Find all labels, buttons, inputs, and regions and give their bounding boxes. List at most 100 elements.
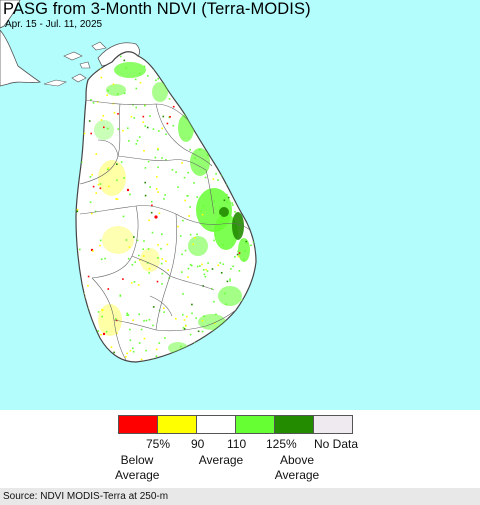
ndvi-speckle <box>248 155 250 158</box>
ndvi-speckle <box>181 94 184 96</box>
ndvi-speckle <box>139 81 142 84</box>
ndvi-speckle <box>119 295 122 297</box>
map-date-range: Apr. 15 - Jul. 11, 2025 <box>5 19 103 30</box>
ndvi-speckle <box>158 130 160 132</box>
ndvi-speckle <box>172 124 175 127</box>
ndvi-speckle <box>87 45 89 47</box>
ndvi-speckle <box>236 163 239 165</box>
ndvi-speckle <box>99 239 102 242</box>
ndvi-speckle <box>206 154 209 156</box>
ndvi-speckle <box>205 268 207 271</box>
ndvi-speckle <box>167 269 169 271</box>
ndvi-speckle <box>117 93 119 95</box>
ndvi-speckle <box>231 59 233 61</box>
legend-category-below-line2: Average <box>115 468 160 482</box>
ndvi-speckle <box>234 335 236 338</box>
legend: 75% 90 110 125% No Data Below Average Av… <box>0 410 480 488</box>
ndvi-speckle <box>179 235 182 237</box>
ndvi-speckle <box>220 272 223 274</box>
ndvi-speckle <box>234 178 237 180</box>
ndvi-speckle <box>125 356 127 358</box>
ndvi-speckle <box>132 347 134 350</box>
ndvi-speckle <box>236 253 239 256</box>
ndvi-speckle <box>219 120 221 122</box>
ndvi-speckle <box>253 54 256 56</box>
ndvi-speckle <box>119 55 122 58</box>
legend-tick-125: 125% <box>266 437 297 451</box>
ndvi-speckle <box>145 319 148 322</box>
ndvi-speckle <box>248 161 251 164</box>
ndvi-speckle <box>237 250 239 253</box>
ndvi-speckle <box>189 233 192 236</box>
ndvi-speckle <box>161 283 163 285</box>
ndvi-speckle <box>158 212 161 215</box>
ndvi-speckle <box>138 259 141 261</box>
ndvi-speckle <box>123 177 125 179</box>
legend-swatch-above <box>235 415 275 434</box>
ndvi-speckle <box>238 363 240 365</box>
ndvi-speckle <box>160 262 163 265</box>
ndvi-speckle <box>242 183 244 186</box>
legend-tick-90: 90 <box>191 437 205 451</box>
ndvi-speckle <box>177 186 179 188</box>
ndvi-speckle <box>238 318 240 321</box>
ndvi-speckle <box>120 161 123 163</box>
legend-category-below: Below Average <box>115 453 159 483</box>
ndvi-speckle <box>176 77 179 79</box>
ndvi-speckle <box>204 94 207 97</box>
ndvi-speckle <box>144 181 146 184</box>
ndvi-speckle <box>227 182 230 185</box>
ndvi-speckle <box>229 278 231 280</box>
ndvi-speckle <box>220 354 222 356</box>
legend-category-above: Above Average <box>273 453 321 483</box>
ndvi-speckle <box>203 315 205 317</box>
ndvi-speckle <box>155 188 158 190</box>
district-boundaries <box>79 99 251 361</box>
ndvi-speckle <box>201 213 204 216</box>
ndvi-speckle <box>80 161 83 164</box>
ndvi-speckle <box>151 204 153 207</box>
ndvi-speckle <box>208 51 211 54</box>
ndvi-speckle <box>250 244 252 247</box>
ndvi-speckle <box>211 55 213 57</box>
map-canvas <box>0 0 259 365</box>
ndvi-speckle <box>90 132 92 135</box>
ndvi-speckle <box>77 113 80 115</box>
ndvi-speckle <box>91 174 93 176</box>
ndvi-speckle <box>248 169 250 171</box>
ndvi-speckle <box>219 262 222 264</box>
ndvi-speckle <box>130 115 133 118</box>
ndvi-speckle <box>142 121 145 123</box>
ndvi-speckle <box>189 333 192 336</box>
ndvi-speckle <box>210 287 213 290</box>
ndvi-speckle <box>189 263 192 266</box>
legend-tick-no-data: No Data <box>314 437 359 451</box>
ndvi-speckle <box>78 87 80 90</box>
ndvi-speckle <box>175 171 177 173</box>
ndvi-speckle <box>217 179 219 181</box>
ndvi-speckle <box>116 163 118 165</box>
ndvi-speckle <box>230 268 232 270</box>
ndvi-speckle <box>211 268 214 270</box>
ndvi-speckle <box>76 210 79 213</box>
ndvi-speckle <box>117 128 119 130</box>
ndvi-speckle <box>257 108 259 110</box>
ndvi-speckle <box>87 285 89 287</box>
islet <box>71 73 87 83</box>
ndvi-speckle <box>147 75 149 77</box>
ndvi-speckle <box>100 333 102 336</box>
ndvi-speckle <box>92 102 95 104</box>
ndvi-speckle <box>248 320 250 322</box>
ndvi-speckle <box>234 346 237 348</box>
ndvi-speckle <box>235 144 237 146</box>
ndvi-speckle <box>226 322 228 325</box>
ndvi-speckle <box>210 145 212 147</box>
ndvi-speckle <box>113 351 115 354</box>
ndvi-speckle <box>251 199 253 202</box>
ndvi-speckle <box>181 253 183 256</box>
ndvi-speckle <box>184 249 187 252</box>
ndvi-speckle <box>164 337 166 339</box>
ndvi-speckle <box>202 110 204 113</box>
ndvi-speckle <box>211 349 213 351</box>
ndvi-speckle <box>208 358 210 361</box>
